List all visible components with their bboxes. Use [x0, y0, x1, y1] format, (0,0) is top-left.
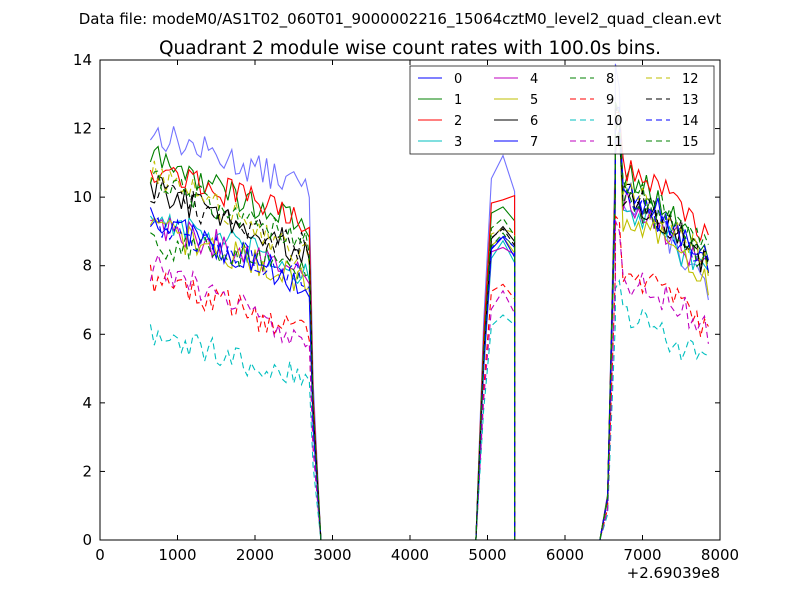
- y-tick-label: 4: [82, 394, 92, 412]
- series-line-14: [149, 121, 709, 541]
- series-line-7: [149, 106, 709, 541]
- legend-label-15: 15: [682, 135, 699, 150]
- legend-label-8: 8: [606, 72, 614, 87]
- legend-label-6: 6: [530, 114, 538, 129]
- legend-label-14: 14: [682, 114, 699, 129]
- legend-label-2: 2: [454, 114, 462, 129]
- series-line-6: [149, 112, 709, 541]
- legend-label-0: 0: [454, 72, 462, 87]
- legend-label-12: 12: [682, 72, 699, 87]
- legend-label-4: 4: [530, 72, 538, 87]
- x-offset-label: +2.69039e8: [627, 564, 720, 582]
- x-tick-label: 5000: [468, 546, 506, 564]
- x-tick-label: 1000: [158, 546, 196, 564]
- series-line-15: [149, 121, 709, 541]
- x-tick-label: 0: [95, 546, 105, 564]
- y-tick-label: 2: [82, 462, 92, 480]
- legend-label-3: 3: [454, 135, 462, 150]
- legend-frame: [409, 65, 715, 155]
- x-tick-label: 3000: [313, 546, 351, 564]
- y-tick-label: 10: [73, 188, 92, 206]
- series-line-11: [149, 220, 709, 541]
- x-tick-label: 2000: [236, 546, 274, 564]
- series-line-9: [149, 214, 709, 541]
- y-tick-label: 12: [73, 120, 92, 138]
- legend-label-9: 9: [606, 93, 614, 108]
- y-tick-label: 14: [73, 51, 92, 69]
- chart-title: Quadrant 2 module wise count rates with …: [159, 38, 661, 59]
- series-line-2: [149, 111, 709, 541]
- series-line-13: [150, 104, 709, 541]
- legend-label-1: 1: [454, 93, 462, 108]
- y-tick-label: 0: [82, 531, 92, 549]
- chart-suptitle: Data file: modeM0/AS1T02_060T01_90000022…: [79, 10, 722, 29]
- series-line-10: [149, 278, 709, 541]
- series-line-5: [149, 115, 709, 541]
- series-line-12: [149, 112, 709, 541]
- axis-ticks: 0 1000 2000 3000 4000 5000 6000 7000 80000246810…: [73, 51, 739, 564]
- x-tick-label: 7000: [623, 546, 661, 564]
- x-tick-label: 4000: [391, 546, 429, 564]
- y-tick-label: 6: [82, 325, 92, 343]
- x-tick-label: 6000: [546, 546, 584, 564]
- y-tick-label: 8: [82, 257, 92, 275]
- series-layer: [149, 63, 709, 541]
- series-line-1: [149, 101, 709, 541]
- legend-label-5: 5: [530, 93, 538, 108]
- legend-label-10: 10: [606, 114, 623, 129]
- legend-label-13: 13: [682, 93, 699, 108]
- legend-label-7: 7: [530, 135, 538, 150]
- x-tick-label: 8000: [701, 546, 739, 564]
- legend-label-11: 11: [606, 135, 623, 150]
